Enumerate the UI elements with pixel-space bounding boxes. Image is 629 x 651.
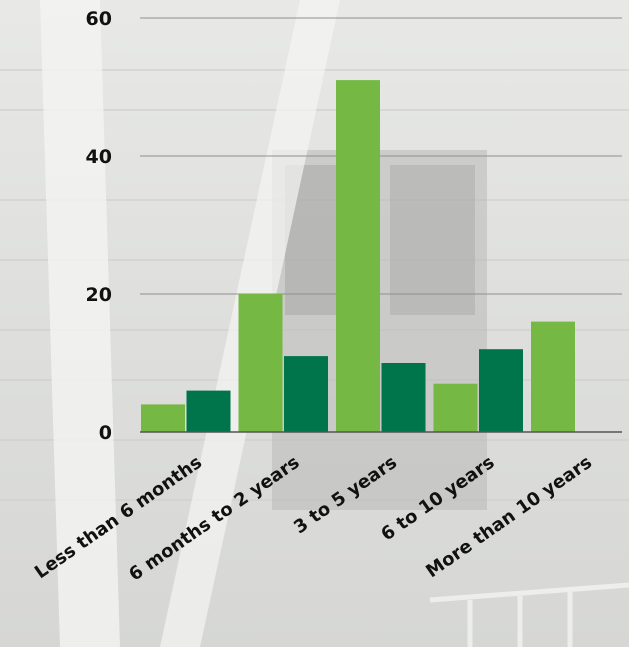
bar <box>433 383 478 432</box>
bar <box>381 363 426 432</box>
y-axis-ticks: 0 20 40 60 <box>86 8 112 444</box>
x-category-label: More than 10 years <box>422 452 596 582</box>
bar <box>186 390 231 432</box>
y-tick-label: 40 <box>86 146 112 168</box>
bar <box>238 294 283 432</box>
bar <box>284 356 328 432</box>
y-tick-label: 0 <box>99 422 112 444</box>
x-category-label: 6 months to 2 years <box>125 452 303 586</box>
y-tick-label: 20 <box>86 284 112 306</box>
bar <box>141 404 185 432</box>
x-category-label: Less than 6 months <box>31 452 206 583</box>
bar <box>336 80 380 432</box>
gridlines <box>140 17 622 295</box>
bars <box>141 80 575 432</box>
y-tick-label: 60 <box>86 8 112 30</box>
bar <box>531 321 575 432</box>
bar <box>479 349 523 432</box>
